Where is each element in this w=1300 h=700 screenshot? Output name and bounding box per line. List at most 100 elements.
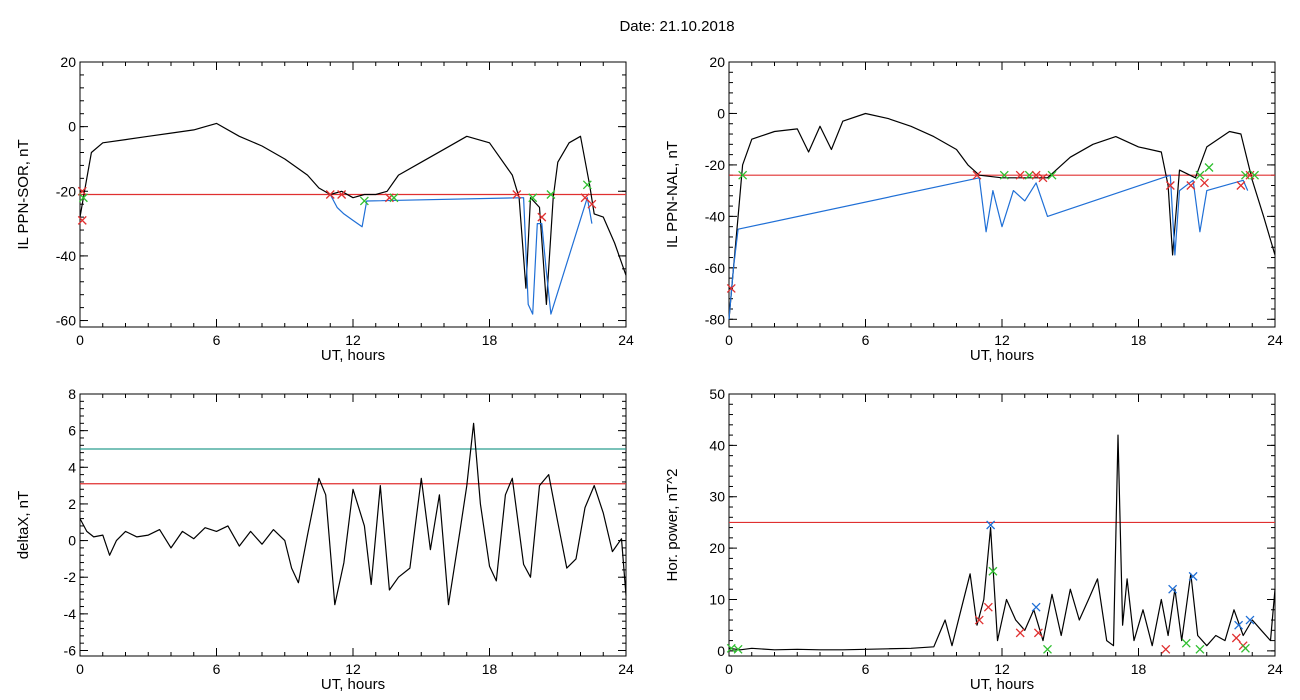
chart-top-right-series-1-line bbox=[728, 174, 1249, 320]
chart-top-left-marker bbox=[546, 190, 556, 199]
chart-top-right-xlabel: UT, hours bbox=[970, 347, 1034, 364]
chart-top-right-frame bbox=[728, 61, 1276, 328]
chart-bottom-right-xtick-label: 0 bbox=[725, 661, 733, 677]
chart-top-left-ytick-label: 20 bbox=[60, 54, 76, 70]
chart-top-left-marker bbox=[389, 193, 399, 203]
chart-bottom-right-xtick-label: 24 bbox=[1267, 661, 1283, 677]
chart-top-right-marker bbox=[1204, 163, 1214, 172]
chart-bottom-right-xlabel: UT, hours bbox=[970, 676, 1034, 693]
chart-bottom-left-ytick-label: 0 bbox=[68, 533, 76, 549]
chart-top-right-marker bbox=[1200, 178, 1209, 188]
chart-bottom-right-ytick-label: 50 bbox=[709, 386, 725, 402]
chart-bottom-left-ytick-label: 6 bbox=[68, 423, 76, 439]
chart-bottom-right-marker bbox=[1168, 584, 1178, 594]
chart-bottom-left-xtick-label: 12 bbox=[345, 661, 361, 677]
chart-bottom-right-xtick-label: 18 bbox=[1131, 661, 1147, 677]
chart-bottom-right-xtick-label: 6 bbox=[862, 661, 870, 677]
chart-top-right-marker bbox=[1186, 181, 1196, 190]
chart-top-right-ytick-label: -20 bbox=[705, 157, 725, 173]
chart-top-left-ytick-label: -20 bbox=[56, 183, 76, 199]
chart-bottom-right-marker bbox=[1031, 602, 1041, 612]
chart-bottom-right-marker bbox=[1015, 628, 1025, 638]
chart-top-right-xtick-label: 18 bbox=[1131, 332, 1147, 348]
chart-top-right-marker bbox=[1024, 170, 1034, 180]
chart-top-left-marker bbox=[337, 190, 347, 199]
chart-bottom-left-ytick-label: 4 bbox=[68, 459, 76, 475]
chart-bottom-right-marker bbox=[1181, 638, 1191, 648]
chart-bottom-left-series-0-line bbox=[79, 422, 627, 606]
chart-bottom-right-marker bbox=[986, 520, 996, 530]
chart-top-right-ytick-label: 0 bbox=[717, 105, 725, 121]
chart-bottom-right-marker bbox=[1033, 628, 1043, 638]
chart-bottom-right-marker bbox=[1240, 643, 1250, 653]
chart-top-left-ytick-label: -60 bbox=[56, 313, 76, 329]
chart-top-right-marker bbox=[1165, 181, 1175, 190]
chart-bottom-right-marker bbox=[1231, 633, 1241, 643]
chart-bottom-left-xlabel: UT, hours bbox=[321, 676, 385, 693]
chart-top-left-marker bbox=[528, 193, 538, 203]
page-title: Date: 21.10.2018 bbox=[619, 18, 735, 35]
chart-bottom-right-marker bbox=[1043, 644, 1052, 654]
chart-bottom-right-ytick-label: 20 bbox=[709, 540, 725, 556]
chart-top-left-marker bbox=[512, 190, 522, 199]
chart-top-right-marker bbox=[999, 170, 1009, 180]
chart-bottom-right-marker bbox=[1195, 644, 1205, 654]
chart-top-right-marker bbox=[972, 170, 982, 180]
chart-top-left-xtick-label: 24 bbox=[618, 332, 634, 348]
chart-bottom-right-frame bbox=[728, 393, 1276, 657]
chart-top-right-ytick-label: -40 bbox=[705, 208, 725, 224]
chart-bottom-right-marker bbox=[1245, 615, 1255, 625]
chart-top-right-marker bbox=[1015, 170, 1025, 180]
chart-bottom-right-marker bbox=[733, 644, 743, 654]
chart-top-left-ylabel: IL PPN-SOR, nT bbox=[15, 139, 32, 249]
chart-top-right-ytick-label: -80 bbox=[705, 311, 725, 327]
chart-top-left-xtick-label: 6 bbox=[213, 332, 221, 348]
chart-top-right-marker bbox=[1047, 170, 1057, 180]
chart-bottom-right-series-0-line bbox=[728, 434, 1276, 651]
chart-bottom-right-marker bbox=[1188, 571, 1198, 581]
chart-top-right-xtick-label: 6 bbox=[862, 332, 870, 348]
chart-top-left-ytick-label: 0 bbox=[68, 119, 76, 135]
chart-bottom-left-xtick-label: 18 bbox=[482, 661, 498, 677]
chart-top-left-ytick-label: -40 bbox=[56, 248, 76, 264]
chart-top-left-marker bbox=[537, 212, 547, 222]
chart-top-right-marker bbox=[726, 283, 736, 293]
chart-top-left-xtick-label: 18 bbox=[482, 332, 498, 348]
chart-top-right-xtick-label: 12 bbox=[994, 332, 1010, 348]
chart-top-right-ytick-label: -60 bbox=[705, 260, 725, 276]
chart-top-left-marker bbox=[77, 215, 87, 225]
chart-bottom-left-ytick-label: -2 bbox=[64, 569, 77, 585]
chart-top-right-marker bbox=[738, 170, 748, 180]
chart-top-left-marker bbox=[587, 199, 597, 209]
chart-top-left-marker bbox=[78, 193, 88, 203]
chart-top-right-marker bbox=[1236, 181, 1246, 190]
chart-bottom-left-xtick-label: 6 bbox=[213, 661, 221, 677]
chart-bottom-right-ylabel: Hor. power, nT^2 bbox=[664, 469, 681, 582]
chart-bottom-left-frame bbox=[79, 393, 627, 657]
chart-top-right-marker bbox=[1038, 173, 1048, 183]
chart-bottom-right-marker bbox=[983, 602, 993, 612]
chart-bottom-right-marker bbox=[988, 566, 998, 576]
chart-top-left-marker bbox=[359, 196, 369, 206]
chart-top-right-marker bbox=[1031, 170, 1041, 180]
chart-bottom-right-marker bbox=[1161, 644, 1171, 654]
chart-bottom-right-ytick-label: 10 bbox=[709, 591, 725, 607]
chart-top-left-marker bbox=[582, 180, 592, 190]
chart-bottom-right-ytick-label: 40 bbox=[709, 437, 725, 453]
chart-bottom-right-xtick-label: 12 bbox=[994, 661, 1010, 677]
chart-top-right-xtick-label: 24 bbox=[1267, 332, 1283, 348]
chart-bottom-right-marker bbox=[974, 615, 984, 625]
chart-bottom-right-ytick-label: 0 bbox=[717, 643, 725, 659]
chart-top-left-series-0-line bbox=[79, 122, 627, 305]
chart-top-right-series-0-line bbox=[728, 112, 1276, 320]
chart-top-left-marker bbox=[325, 190, 335, 199]
chart-top-left-xtick-label: 12 bbox=[345, 332, 361, 348]
chart-bottom-right-ytick-label: 30 bbox=[709, 489, 725, 505]
chart-top-right-ylabel: IL PPN-NAL, nT bbox=[664, 141, 681, 248]
chart-bottom-left-ytick-label: 2 bbox=[68, 496, 76, 512]
chart-top-left-xlabel: UT, hours bbox=[321, 347, 385, 364]
chart-top-left-xtick-label: 0 bbox=[76, 332, 84, 348]
chart-top-left-series-1-line bbox=[329, 194, 593, 315]
chart-bottom-left-ytick-label: -4 bbox=[64, 606, 77, 622]
chart-bottom-left-xtick-label: 24 bbox=[618, 661, 634, 677]
